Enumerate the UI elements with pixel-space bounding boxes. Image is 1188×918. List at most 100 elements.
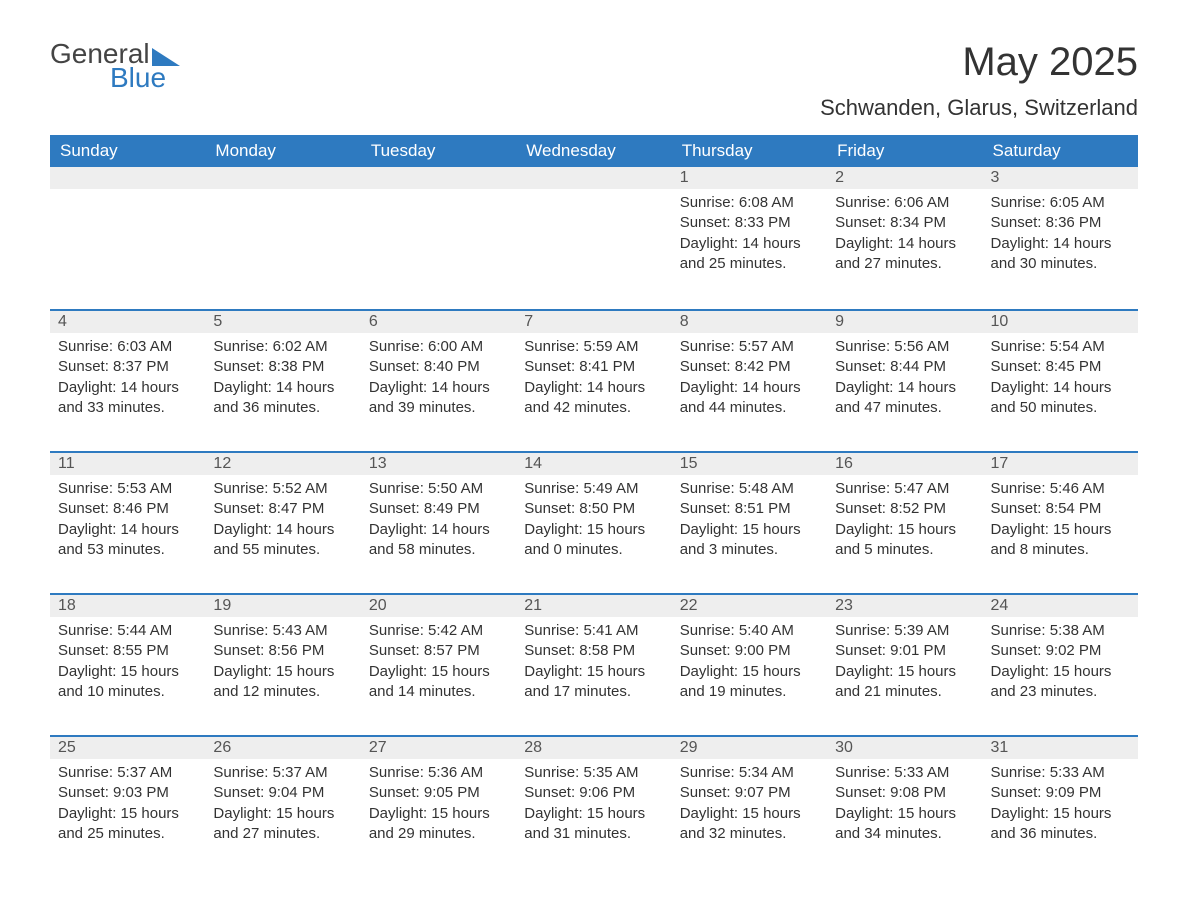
- logo-text-blue: Blue: [110, 64, 180, 92]
- sunrise-text: Sunrise: 5:37 AM: [213, 763, 352, 783]
- daylight-text: Daylight: 15 hours and 19 minutes.: [680, 662, 819, 703]
- day-number: 30: [827, 735, 982, 759]
- sunset-text: Sunset: 8:36 PM: [991, 213, 1130, 233]
- sunrise-text: Sunrise: 5:39 AM: [835, 621, 974, 641]
- daylight-text: Daylight: 15 hours and 23 minutes.: [991, 662, 1130, 703]
- day-number: 8: [672, 309, 827, 333]
- day-details: Sunrise: 5:46 AMSunset: 8:54 PMDaylight:…: [983, 475, 1138, 564]
- sunset-text: Sunset: 9:08 PM: [835, 783, 974, 803]
- day-details: Sunrise: 6:06 AMSunset: 8:34 PMDaylight:…: [827, 189, 982, 278]
- sunrise-text: Sunrise: 5:33 AM: [835, 763, 974, 783]
- sunrise-text: Sunrise: 5:59 AM: [524, 337, 663, 357]
- sunrise-text: Sunrise: 5:35 AM: [524, 763, 663, 783]
- day-details: Sunrise: 5:38 AMSunset: 9:02 PMDaylight:…: [983, 617, 1138, 706]
- sunset-text: Sunset: 9:05 PM: [369, 783, 508, 803]
- day-details: Sunrise: 5:36 AMSunset: 9:05 PMDaylight:…: [361, 759, 516, 848]
- day-details: Sunrise: 5:33 AMSunset: 9:09 PMDaylight:…: [983, 759, 1138, 848]
- day-number: 11: [50, 451, 205, 475]
- calendar-day-cell: 11Sunrise: 5:53 AMSunset: 8:46 PMDayligh…: [50, 451, 205, 593]
- calendar-day-cell: 12Sunrise: 5:52 AMSunset: 8:47 PMDayligh…: [205, 451, 360, 593]
- calendar-day-cell: 3Sunrise: 6:05 AMSunset: 8:36 PMDaylight…: [983, 167, 1138, 309]
- sunset-text: Sunset: 9:00 PM: [680, 641, 819, 661]
- calendar-day-cell: 24Sunrise: 5:38 AMSunset: 9:02 PMDayligh…: [983, 593, 1138, 735]
- day-number: 6: [361, 309, 516, 333]
- calendar-day-cell: 31Sunrise: 5:33 AMSunset: 9:09 PMDayligh…: [983, 735, 1138, 877]
- sunset-text: Sunset: 8:37 PM: [58, 357, 197, 377]
- weekday-header: Tuesday: [361, 135, 516, 167]
- calendar-table: Sunday Monday Tuesday Wednesday Thursday…: [50, 135, 1138, 877]
- calendar-day-cell: 26Sunrise: 5:37 AMSunset: 9:04 PMDayligh…: [205, 735, 360, 877]
- calendar-week-row: 1Sunrise: 6:08 AMSunset: 8:33 PMDaylight…: [50, 167, 1138, 309]
- sunset-text: Sunset: 8:38 PM: [213, 357, 352, 377]
- day-number: 2: [827, 167, 982, 189]
- sunrise-text: Sunrise: 5:52 AM: [213, 479, 352, 499]
- weekday-header: Monday: [205, 135, 360, 167]
- calendar-day-cell: 8Sunrise: 5:57 AMSunset: 8:42 PMDaylight…: [672, 309, 827, 451]
- daylight-text: Daylight: 14 hours and 44 minutes.: [680, 378, 819, 419]
- calendar-day-cell: 23Sunrise: 5:39 AMSunset: 9:01 PMDayligh…: [827, 593, 982, 735]
- day-details: Sunrise: 6:02 AMSunset: 8:38 PMDaylight:…: [205, 333, 360, 422]
- page-title: May 2025: [820, 40, 1138, 85]
- sunset-text: Sunset: 8:33 PM: [680, 213, 819, 233]
- sunset-text: Sunset: 8:40 PM: [369, 357, 508, 377]
- sunrise-text: Sunrise: 5:49 AM: [524, 479, 663, 499]
- daylight-text: Daylight: 14 hours and 47 minutes.: [835, 378, 974, 419]
- calendar-day-cell: 18Sunrise: 5:44 AMSunset: 8:55 PMDayligh…: [50, 593, 205, 735]
- day-number: 20: [361, 593, 516, 617]
- daylight-text: Daylight: 14 hours and 42 minutes.: [524, 378, 663, 419]
- sunset-text: Sunset: 8:54 PM: [991, 499, 1130, 519]
- daylight-text: Daylight: 14 hours and 39 minutes.: [369, 378, 508, 419]
- sunset-text: Sunset: 9:07 PM: [680, 783, 819, 803]
- day-number: 25: [50, 735, 205, 759]
- sunrise-text: Sunrise: 6:02 AM: [213, 337, 352, 357]
- daylight-text: Daylight: 14 hours and 36 minutes.: [213, 378, 352, 419]
- day-details: Sunrise: 5:56 AMSunset: 8:44 PMDaylight:…: [827, 333, 982, 422]
- day-number: 17: [983, 451, 1138, 475]
- weekday-header: Thursday: [672, 135, 827, 167]
- calendar-week-row: 4Sunrise: 6:03 AMSunset: 8:37 PMDaylight…: [50, 309, 1138, 451]
- day-number: 31: [983, 735, 1138, 759]
- day-number: 9: [827, 309, 982, 333]
- day-number: 28: [516, 735, 671, 759]
- sunset-text: Sunset: 8:58 PM: [524, 641, 663, 661]
- calendar-day-cell: 16Sunrise: 5:47 AMSunset: 8:52 PMDayligh…: [827, 451, 982, 593]
- calendar-day-cell: 1Sunrise: 6:08 AMSunset: 8:33 PMDaylight…: [672, 167, 827, 309]
- day-details: Sunrise: 5:34 AMSunset: 9:07 PMDaylight:…: [672, 759, 827, 848]
- weekday-header: Wednesday: [516, 135, 671, 167]
- sunset-text: Sunset: 8:55 PM: [58, 641, 197, 661]
- daylight-text: Daylight: 14 hours and 25 minutes.: [680, 234, 819, 275]
- daylight-text: Daylight: 14 hours and 58 minutes.: [369, 520, 508, 561]
- daylight-text: Daylight: 14 hours and 30 minutes.: [991, 234, 1130, 275]
- sunrise-text: Sunrise: 5:47 AM: [835, 479, 974, 499]
- calendar-day-cell: 30Sunrise: 5:33 AMSunset: 9:08 PMDayligh…: [827, 735, 982, 877]
- calendar-week-row: 18Sunrise: 5:44 AMSunset: 8:55 PMDayligh…: [50, 593, 1138, 735]
- day-details: Sunrise: 5:50 AMSunset: 8:49 PMDaylight:…: [361, 475, 516, 564]
- daylight-text: Daylight: 15 hours and 5 minutes.: [835, 520, 974, 561]
- calendar-day-cell: 2Sunrise: 6:06 AMSunset: 8:34 PMDaylight…: [827, 167, 982, 309]
- day-number: 12: [205, 451, 360, 475]
- daylight-text: Daylight: 15 hours and 8 minutes.: [991, 520, 1130, 561]
- sunset-text: Sunset: 8:44 PM: [835, 357, 974, 377]
- day-details: Sunrise: 5:37 AMSunset: 9:04 PMDaylight:…: [205, 759, 360, 848]
- day-details: Sunrise: 5:44 AMSunset: 8:55 PMDaylight:…: [50, 617, 205, 706]
- daylight-text: Daylight: 14 hours and 33 minutes.: [58, 378, 197, 419]
- day-details: Sunrise: 5:35 AMSunset: 9:06 PMDaylight:…: [516, 759, 671, 848]
- day-details: Sunrise: 5:53 AMSunset: 8:46 PMDaylight:…: [50, 475, 205, 564]
- sunrise-text: Sunrise: 6:03 AM: [58, 337, 197, 357]
- calendar-day-cell: 5Sunrise: 6:02 AMSunset: 8:38 PMDaylight…: [205, 309, 360, 451]
- header: General Blue May 2025 Schwanden, Glarus,…: [50, 40, 1138, 121]
- calendar-day-cell: 19Sunrise: 5:43 AMSunset: 8:56 PMDayligh…: [205, 593, 360, 735]
- day-details: Sunrise: 5:49 AMSunset: 8:50 PMDaylight:…: [516, 475, 671, 564]
- day-number: 4: [50, 309, 205, 333]
- calendar-day-cell: 29Sunrise: 5:34 AMSunset: 9:07 PMDayligh…: [672, 735, 827, 877]
- sunrise-text: Sunrise: 5:56 AM: [835, 337, 974, 357]
- day-details: Sunrise: 5:37 AMSunset: 9:03 PMDaylight:…: [50, 759, 205, 848]
- sunset-text: Sunset: 8:49 PM: [369, 499, 508, 519]
- sunset-text: Sunset: 8:51 PM: [680, 499, 819, 519]
- sunset-text: Sunset: 8:45 PM: [991, 357, 1130, 377]
- sunset-text: Sunset: 8:52 PM: [835, 499, 974, 519]
- sunrise-text: Sunrise: 5:44 AM: [58, 621, 197, 641]
- sunrise-text: Sunrise: 5:53 AM: [58, 479, 197, 499]
- weekday-header: Friday: [827, 135, 982, 167]
- sunset-text: Sunset: 8:46 PM: [58, 499, 197, 519]
